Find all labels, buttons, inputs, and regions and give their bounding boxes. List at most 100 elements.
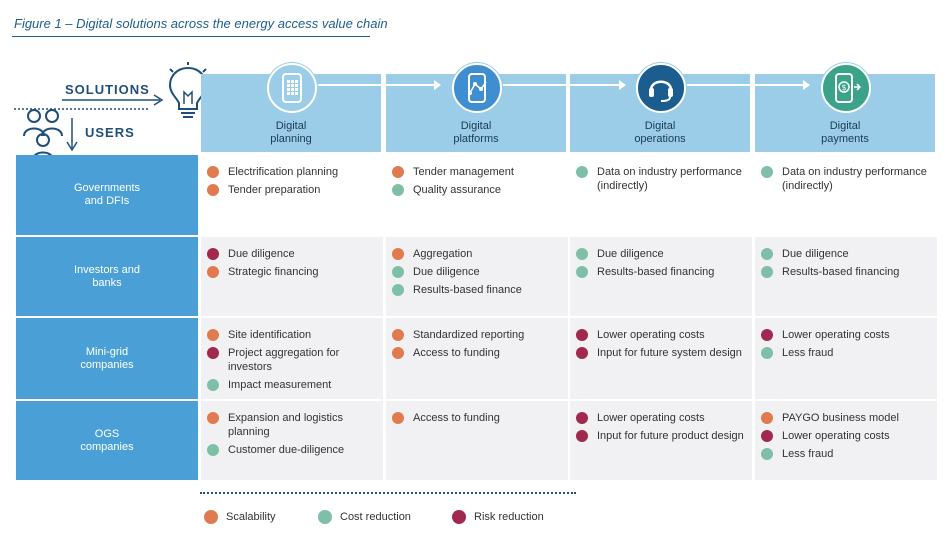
benefit-item: PAYGO business model	[761, 411, 931, 425]
benefit-text: Standardized reporting	[413, 329, 525, 341]
row-header-investors: Investors and banks	[16, 237, 198, 316]
benefit-dot	[207, 184, 219, 196]
benefit-dot	[207, 166, 219, 178]
benefit-text: Impact measurement	[228, 379, 332, 391]
benefit-dot	[576, 430, 588, 442]
benefit-dot	[207, 329, 219, 341]
benefit-text: Access to funding	[413, 347, 500, 359]
benefit-item: Electrification planning	[207, 165, 377, 179]
benefit-item: Results-based finance	[392, 283, 562, 297]
benefit-item: Less fraud	[761, 447, 931, 461]
benefit-item: Access to funding	[392, 346, 562, 360]
row-header-governments: Governments and DFIs	[16, 155, 198, 235]
benefit-dot	[207, 347, 219, 359]
benefit-text: Lower operating costs	[597, 329, 705, 341]
benefit-item: Impact measurement	[207, 378, 377, 392]
benefit-text: Lower operating costs	[782, 430, 890, 442]
benefit-item: Strategic financing	[207, 265, 377, 279]
benefit-dot	[392, 329, 404, 341]
benefit-item: Due diligence	[207, 247, 377, 261]
benefit-item: Lower operating costs	[761, 429, 931, 443]
benefit-item: Due diligence	[761, 247, 931, 261]
benefit-text: Input for future system design	[597, 347, 742, 359]
matrix-cell: Lower operating costs Less fraud	[755, 318, 937, 399]
benefit-text: Input for future product design	[597, 430, 744, 442]
benefit-dot	[207, 248, 219, 260]
benefit-text: Project aggregation for investors	[228, 347, 340, 373]
benefit-dot	[207, 379, 219, 391]
legend-item-cost-reduction: Cost reduction	[318, 510, 411, 524]
benefit-dot	[207, 444, 219, 456]
matrix-cell: Due diligence Strategic financing	[201, 237, 383, 316]
benefit-item: Site identification	[207, 328, 377, 342]
matrix-cell: Electrification planning Tender preparati…	[201, 155, 383, 235]
benefit-text: Due diligence	[782, 248, 849, 260]
title-underline	[12, 36, 370, 37]
benefit-item: Standardized reporting	[392, 328, 562, 342]
benefit-item: Tender management	[392, 165, 562, 179]
solutions-label: SOLUTIONS	[65, 82, 150, 97]
benefit-text: Due diligence	[413, 266, 480, 278]
benefit-dot	[392, 166, 404, 178]
benefit-text: Lower operating costs	[782, 329, 890, 341]
phone-network-icon	[452, 63, 502, 113]
users-label: USERS	[85, 125, 135, 140]
benefit-text: Expansion and logistics planning	[228, 412, 343, 438]
users-people-icon	[23, 109, 63, 160]
legend-dot	[452, 510, 466, 524]
tablet-grid-icon	[267, 63, 317, 113]
column-header-label: Digital operations	[634, 120, 686, 145]
header-flow-arrow	[318, 80, 441, 90]
benefit-item: Input for future product design	[576, 429, 746, 443]
benefit-item: Data on industry performance (indirectly…	[576, 165, 746, 193]
figure-title: Figure 1 – Digital solutions across the …	[14, 16, 388, 31]
benefit-dot	[207, 266, 219, 278]
benefit-dot	[761, 329, 773, 341]
matrix-cell: Lower operating costs Input for future pr…	[570, 401, 752, 480]
benefit-item: Project aggregation for investors	[207, 346, 377, 374]
legend-dot	[318, 510, 332, 524]
benefit-item: Results-based financing	[576, 265, 746, 279]
benefit-dot	[576, 266, 588, 278]
benefit-item: Less fraud	[761, 346, 931, 360]
benefit-item: Expansion and logistics planning	[207, 411, 377, 439]
benefit-text: Due diligence	[597, 248, 664, 260]
matrix-cell: Due diligence Results-based financing	[755, 237, 937, 316]
benefit-item: Access to funding	[392, 411, 562, 425]
benefit-text: Less fraud	[782, 347, 834, 359]
svg-text:$: $	[841, 83, 846, 92]
column-header-planning: Digital planning	[201, 74, 381, 152]
benefit-dot	[576, 166, 588, 178]
benefit-text: Strategic financing	[228, 266, 319, 278]
benefit-text: Results-based financing	[782, 266, 900, 278]
benefit-dot	[761, 248, 773, 260]
benefit-dot	[392, 266, 404, 278]
legend-dot	[204, 510, 218, 524]
benefit-item: Data on industry performance (indirectly…	[761, 165, 931, 193]
benefit-text: Results-based finance	[413, 284, 522, 296]
benefit-item: Lower operating costs	[576, 411, 746, 425]
matrix-cell: Due diligence Results-based financing	[570, 237, 752, 316]
matrix-cell: Lower operating costs Input for future sy…	[570, 318, 752, 399]
benefit-item: Input for future system design	[576, 346, 746, 360]
benefit-item: Lower operating costs	[576, 328, 746, 342]
benefit-text: Data on industry performance (indirectly…	[597, 166, 742, 192]
benefit-text: Tender preparation	[228, 184, 321, 196]
benefit-dot	[207, 412, 219, 424]
benefit-text: Results-based financing	[597, 266, 715, 278]
headset-icon	[636, 63, 686, 113]
matrix-cell: Site identification Project aggregation f…	[201, 318, 383, 399]
benefit-dot	[392, 347, 404, 359]
benefit-dot	[392, 248, 404, 260]
row-header-mini-grid: Mini-grid companies	[16, 318, 198, 399]
benefit-text: Electrification planning	[228, 166, 339, 178]
benefit-text: PAYGO business model	[782, 412, 899, 424]
benefit-dot	[392, 184, 404, 196]
benefit-text: Quality assurance	[413, 184, 502, 196]
benefit-text: Customer due-diligence	[228, 444, 345, 456]
matrix-cell: Data on industry performance (indirectly…	[755, 155, 937, 235]
matrix-cell: Aggregation Due diligence Results-based fi…	[386, 237, 568, 316]
benefit-dot	[761, 412, 773, 424]
benefit-dot	[761, 166, 773, 178]
benefit-text: Tender management	[413, 166, 514, 178]
